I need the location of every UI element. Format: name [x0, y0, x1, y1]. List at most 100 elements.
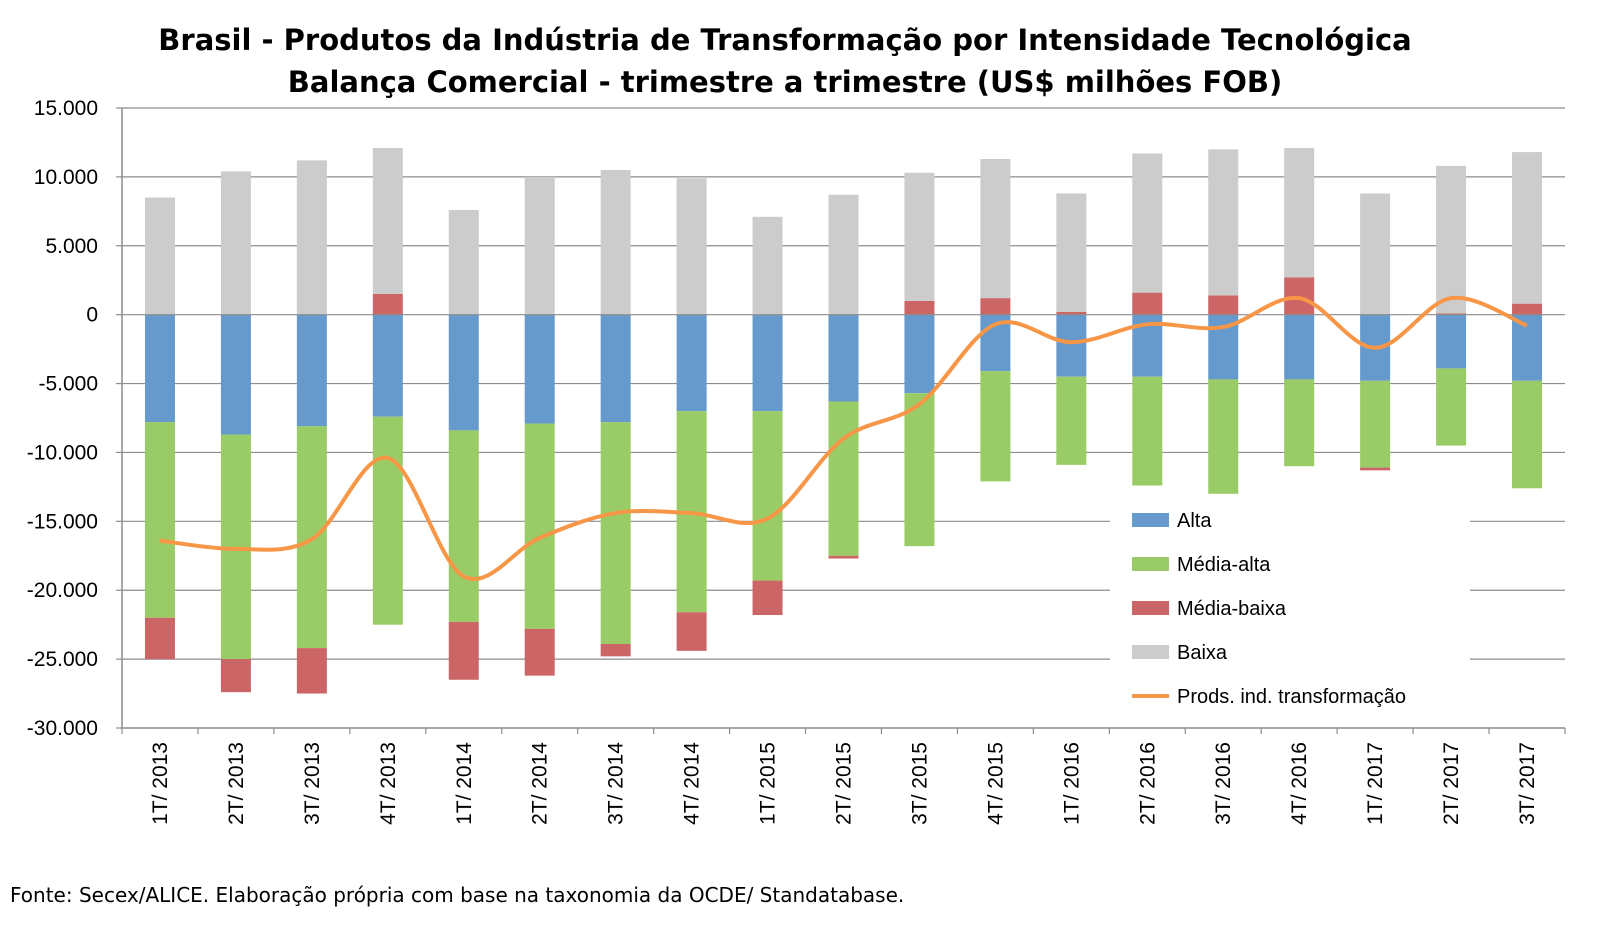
bar-m-dia-alta [1132, 376, 1163, 486]
x-tick-label: 1T/ 2013 [149, 742, 172, 825]
y-tick-label: -5.000 [38, 373, 98, 396]
bar-baixa [524, 176, 555, 315]
x-tick-label: 3T/ 2013 [301, 742, 324, 825]
y-tick-label: 0 [86, 304, 98, 327]
bar-m-dia-baixa [904, 300, 935, 315]
legend-label: Alta [1177, 510, 1212, 532]
bar-alta [524, 314, 555, 424]
x-tick-label: 1T/ 2014 [453, 742, 476, 825]
y-tick-label: 10.000 [34, 166, 98, 189]
x-tick-label: 3T/ 2016 [1212, 742, 1235, 825]
bar-alta [296, 314, 327, 427]
y-axis-ticks: 15.000 10.000 5.000 0 -5.000 -10.000 -15.000 -2… [27, 97, 98, 740]
x-tick-label: 3T/ 2014 [605, 742, 628, 825]
bar-m-dia-alta [1284, 379, 1315, 467]
x-tick-label: 4T/ 2016 [1288, 742, 1311, 825]
bar-m-dia-baixa [524, 628, 555, 676]
bar-m-dia-baixa [448, 621, 479, 680]
x-axis-ticks: 1T/ 2013 2T/ 2013 3T/ 2013 4T/ 2013 1T/ 2014… [149, 742, 1539, 825]
bar-alta [448, 314, 479, 431]
x-tick-label: 3T/ 2015 [908, 742, 931, 825]
bar-m-dia-baixa [220, 659, 251, 693]
bar-m-dia-alta [1512, 380, 1543, 489]
legend-label: Baixa [1177, 642, 1228, 664]
bar-alta [144, 314, 175, 423]
bar-m-dia-alta [1056, 376, 1087, 465]
y-tick-label: -15.000 [27, 510, 98, 533]
bar-alta [752, 314, 783, 412]
bar-baixa [1284, 147, 1315, 278]
bar-alta [1436, 314, 1467, 369]
x-tick-label: 1T/ 2017 [1364, 742, 1387, 825]
bar-m-dia-baixa [1436, 313, 1467, 315]
bar-baixa [1132, 153, 1163, 293]
bar-m-dia-alta [448, 430, 479, 622]
bar-baixa [828, 194, 859, 315]
bar-alta [600, 314, 631, 423]
bar-baixa [1056, 193, 1087, 312]
bar-alta [1284, 314, 1315, 380]
bar-alta [1056, 314, 1087, 377]
bar-alta [904, 314, 935, 394]
legend-swatch [1132, 513, 1169, 527]
y-tick-label: 15.000 [34, 97, 98, 120]
bar-alta [676, 314, 707, 412]
bar-m-dia-baixa [1360, 467, 1391, 471]
bar-m-dia-baixa [1132, 292, 1163, 315]
bar-m-dia-alta [828, 401, 859, 556]
bar-m-dia-baixa [1056, 311, 1087, 315]
legend-label: Média-alta [1177, 554, 1271, 576]
chart-subtitle: Balança Comercial - trimestre a trimestr… [288, 65, 1282, 99]
bar-m-dia-baixa [296, 648, 327, 694]
bar-m-dia-baixa [600, 643, 631, 657]
bar-m-dia-alta [600, 422, 631, 644]
bar-m-dia-alta [904, 393, 935, 547]
bar-m-dia-alta [752, 411, 783, 581]
bar-alta [220, 314, 251, 435]
bar-m-dia-alta [1208, 379, 1239, 494]
bar-baixa [1436, 165, 1467, 314]
y-tick-label: 5.000 [45, 235, 98, 258]
bar-m-dia-alta [1436, 368, 1467, 446]
x-tick-label: 2T/ 2016 [1136, 742, 1159, 825]
bar-baixa [980, 158, 1011, 299]
bar-m-dia-alta [524, 423, 555, 629]
source-note: Fonte: Secex/ALICE. Elaboração própria c… [10, 883, 905, 907]
x-tick-label: 3T/ 2017 [1516, 742, 1539, 825]
chart-title: Brasil - Produtos da Indústria de Transf… [158, 23, 1411, 57]
bar-m-dia-baixa [752, 580, 783, 616]
legend-swatch [1132, 601, 1169, 615]
bar-baixa [372, 147, 403, 294]
x-tick-label: 4T/ 2015 [984, 742, 1007, 825]
x-tick-label: 4T/ 2013 [377, 742, 400, 825]
bar-m-dia-baixa [372, 294, 403, 315]
legend: Alta Média-alta Média-baixa Baixa Prods. ind… [1110, 500, 1470, 722]
bar-baixa [600, 170, 631, 315]
legend-swatch [1132, 645, 1169, 659]
bars [144, 147, 1543, 694]
bar-baixa [144, 197, 175, 315]
bar-m-dia-alta [1360, 380, 1391, 468]
bar-m-dia-alta [980, 371, 1011, 482]
x-tick-label: 2T/ 2015 [833, 742, 856, 825]
bar-baixa [676, 178, 707, 315]
x-tick-label: 2T/ 2014 [529, 742, 552, 825]
bar-m-dia-baixa [980, 298, 1011, 315]
bar-baixa [296, 160, 327, 315]
bar-m-dia-alta [372, 416, 403, 625]
bar-m-dia-baixa [828, 555, 859, 559]
legend-swatch [1132, 557, 1169, 571]
x-tick-label: 1T/ 2015 [757, 742, 780, 825]
x-tick-label: 2T/ 2013 [225, 742, 248, 825]
bar-baixa [904, 172, 935, 301]
bar-m-dia-baixa [1512, 303, 1543, 315]
bar-baixa [1360, 193, 1391, 315]
bar-baixa [752, 216, 783, 315]
bar-m-dia-baixa [1208, 295, 1239, 315]
x-tick-label: 1T/ 2016 [1060, 742, 1083, 825]
legend-background [1110, 500, 1470, 722]
x-tick-label: 2T/ 2017 [1440, 742, 1463, 825]
y-tick-label: -20.000 [27, 579, 98, 602]
y-tick-label: -25.000 [27, 648, 98, 671]
